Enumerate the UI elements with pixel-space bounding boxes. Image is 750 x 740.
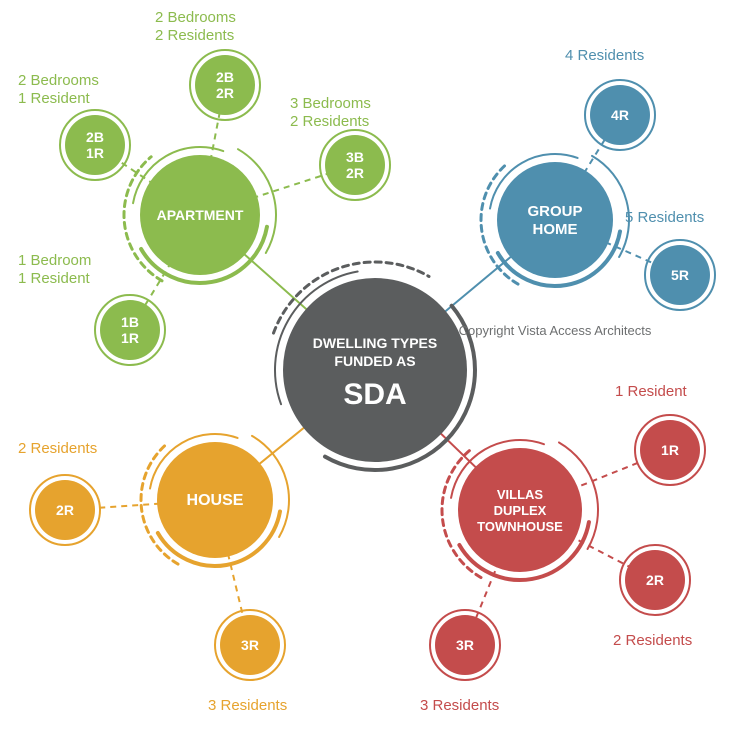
child-ext-label-villas-1: 2 Residents xyxy=(613,632,692,649)
svg-text:APARTMENT: APARTMENT xyxy=(157,207,244,223)
category-group-home xyxy=(497,162,613,278)
svg-text:2B: 2B xyxy=(216,69,234,85)
svg-text:2R: 2R xyxy=(56,502,74,518)
category-label-apartment: APARTMENT xyxy=(157,207,244,223)
svg-text:4R: 4R xyxy=(611,107,629,123)
child-ext-label-apartment-3: 1 Bedroom xyxy=(18,252,91,269)
svg-text:2R: 2R xyxy=(216,85,234,101)
child-ext-label-house-0: 2 Residents xyxy=(18,440,97,457)
child-ext-label-house-1: 3 Residents xyxy=(208,697,287,714)
category-label-group-home: GROUPHOME xyxy=(527,203,582,238)
svg-text:TOWNHOUSE: TOWNHOUSE xyxy=(477,519,563,534)
category-label-house: HOUSE xyxy=(187,492,244,509)
svg-text:GROUP: GROUP xyxy=(527,203,582,220)
svg-text:2R: 2R xyxy=(346,165,364,181)
child-ext-label-group-home-1: 5 Residents xyxy=(625,209,704,226)
child-ext-label-group-home-0: 4 Residents xyxy=(565,47,644,64)
svg-text:DUPLEX: DUPLEX xyxy=(494,503,547,518)
svg-text:DWELLING TYPES: DWELLING TYPES xyxy=(313,335,437,351)
child-ext-label-apartment-0: 1 Resident xyxy=(18,90,91,107)
child-ext-label-apartment-3: 1 Resident xyxy=(18,270,91,287)
child-ext-label-apartment-2: 3 Bedrooms xyxy=(290,95,371,112)
child-ext-label-apartment-0: 2 Bedrooms xyxy=(18,72,99,89)
svg-text:3R: 3R xyxy=(456,637,474,653)
svg-text:2B: 2B xyxy=(86,129,104,145)
svg-text:SDA: SDA xyxy=(343,378,406,411)
svg-text:1R: 1R xyxy=(661,442,679,458)
svg-text:3B: 3B xyxy=(346,149,364,165)
svg-text:1B: 1B xyxy=(121,314,139,330)
svg-text:1R: 1R xyxy=(121,330,139,346)
hub-circle xyxy=(283,278,467,462)
svg-text:VILLAS: VILLAS xyxy=(497,487,544,502)
svg-text:1R: 1R xyxy=(86,145,104,161)
svg-text:HOME: HOME xyxy=(533,221,578,238)
svg-text:HOUSE: HOUSE xyxy=(187,492,244,509)
child-ext-label-apartment-1: 2 Residents xyxy=(155,27,234,44)
svg-text:FUNDED AS: FUNDED AS xyxy=(334,353,415,369)
child-ext-label-villas-0: 1 Resident xyxy=(615,383,688,400)
sda-diagram: DWELLING TYPESFUNDED ASSDAAPARTMENT2B1R2… xyxy=(0,0,750,740)
svg-text:2R: 2R xyxy=(646,572,664,588)
child-ext-label-apartment-1: 2 Bedrooms xyxy=(155,9,236,26)
child-ext-label-villas-2: 3 Residents xyxy=(420,697,499,714)
copyright-text: Copyright Vista Access Architects xyxy=(459,323,652,338)
child-ext-label-apartment-2: 2 Residents xyxy=(290,113,369,130)
svg-text:5R: 5R xyxy=(671,267,689,283)
svg-text:3R: 3R xyxy=(241,637,259,653)
